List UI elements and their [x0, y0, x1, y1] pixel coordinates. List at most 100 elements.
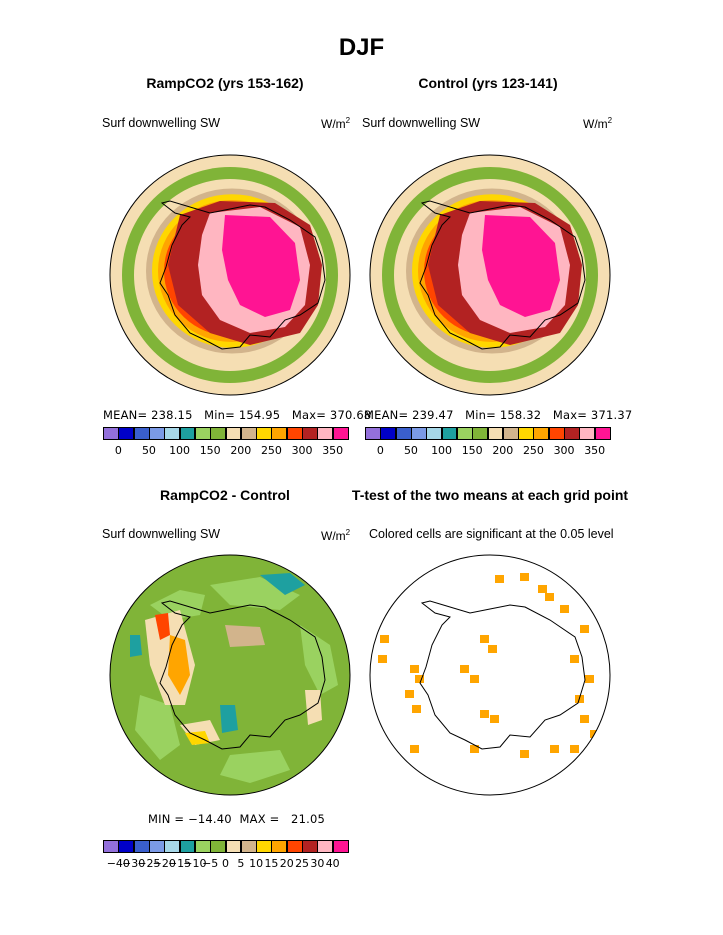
panel-3-contour-band	[300, 625, 338, 695]
panel-1-contour-band	[222, 215, 300, 317]
panel-2-colorbar-box	[472, 427, 489, 440]
panel-3-colorbar-tick-label: 40	[325, 857, 340, 870]
panel-3-colorbar-box	[210, 840, 227, 853]
panel-4-significant-cell	[415, 675, 424, 683]
panel-1-stats: MEAN= 238.15 Min= 154.95 Max= 370.68	[103, 408, 372, 422]
panel-3-colorbar: −40 −30 −25 −20 −15 −10 −5 0 5 10 15 20 25 30 40	[103, 840, 349, 872]
panel-1-colorbar-box	[271, 427, 288, 440]
panel-1-colorbar-box	[332, 427, 349, 440]
panel-3-colorbar-box	[179, 840, 196, 853]
panel-1-colorbar-box	[210, 427, 227, 440]
panel-3-contour-band	[130, 635, 142, 657]
panel-1-colorbar-tick-label: 200	[230, 444, 252, 457]
panel-1-colorbar-tick-label: 150	[199, 444, 221, 457]
panel-4-significant-cell	[480, 710, 489, 718]
panel-2-antarctica-outline	[419, 200, 586, 350]
panel-4-significant-cell	[520, 573, 529, 581]
panel-3-contour-band	[220, 750, 290, 783]
panel-3-colorbar-tick-label: −15	[167, 857, 192, 870]
figure-title: DJF	[338, 34, 385, 61]
panel-4-significant-cell	[520, 750, 529, 758]
panel-1-colorbar-box	[164, 427, 181, 440]
panel-3-colorbar-tick-label: −20	[152, 857, 176, 870]
panel-3-colorbar-tick-label: 30	[310, 857, 325, 870]
panel-3-colorbar-tick-label: 10	[249, 857, 264, 870]
panel-3-colorbar-box	[240, 840, 257, 853]
panel-4-significant-cell	[585, 675, 594, 683]
panel-2-colorbar-box	[365, 427, 381, 440]
panel-1-colorbar-box	[179, 427, 196, 440]
panel-2-colorbar-box	[410, 427, 427, 440]
panel-4-significant-cell	[495, 575, 504, 583]
panel-1-colorbar-tick-label: 250	[260, 444, 282, 457]
panel-3-colorbar-tick-label: −40	[106, 857, 130, 870]
panel-1-colorbar-box	[240, 427, 257, 440]
panel-1-colorbar-box	[317, 427, 334, 440]
panel-4-significant-cell	[470, 675, 479, 683]
panel-4-antarctica-outline	[419, 600, 586, 750]
panel-1-colorbar-box	[256, 427, 273, 440]
panel-2-colorbar-box	[579, 427, 596, 440]
panel-2-colorbar-tick-label: 0	[376, 444, 384, 457]
panel-3-colorbar-tick-label: 5	[237, 857, 245, 870]
panel-3-contour-band	[305, 690, 322, 725]
panel-3-map-border	[109, 554, 351, 796]
panel-2-colorbar-tick-label: 300	[553, 444, 575, 457]
panel-2-colorbar-tick-label: 250	[522, 444, 544, 457]
panel-1-polar-map	[109, 154, 351, 396]
panel-1-colorbar-tick-label: 100	[169, 444, 191, 457]
panel-1-colorbar-tick-label: 350	[322, 444, 344, 457]
panel-3-contour-band	[220, 705, 238, 733]
panel-4-significant-cell	[545, 593, 554, 601]
panel-2-colorbar-box	[380, 427, 397, 440]
panel-4-significant-cell	[580, 625, 589, 633]
panel-2-colorbar-tick-label: 50	[403, 444, 418, 457]
panel-3-colorbar-tick-label: 0	[222, 857, 229, 870]
panel-3-units: W/m2	[321, 528, 351, 543]
panel-1-colorbar-tick-label: 50	[141, 444, 156, 457]
panel-3-colorbar-tick-label: −5	[202, 857, 219, 870]
panel-1-colorbar: 0 50 100 150 200 250 300 350	[103, 427, 349, 459]
panel-1-colorbar-box	[133, 427, 150, 440]
panel-1-colorbar-box	[103, 427, 119, 440]
panel-2-contour-band	[482, 215, 560, 317]
panel-2-map-border	[369, 154, 611, 396]
panel-3-colorbar-box	[133, 840, 150, 853]
panel-1-colorbar-tick-label: 300	[291, 444, 313, 457]
panel-4-significant-cell	[480, 635, 489, 643]
panel-4-significant-cell	[490, 715, 499, 723]
panel-4-significant-cell	[412, 705, 421, 713]
panel-2-colorbar-box	[441, 427, 458, 440]
panel-2-colorbar-tick-label: 200	[492, 444, 514, 457]
panel-4-significant-cell	[550, 745, 559, 753]
panel-2-colorbar-tick-label: 150	[461, 444, 483, 457]
panel-3-variable: Surf downwelling SW	[102, 527, 221, 541]
panel-2-colorbar-tick-label: 100	[431, 444, 453, 457]
panel-1-colorbar-box	[148, 427, 165, 440]
panel-4-significant-cell	[460, 665, 469, 673]
panel-2-colorbar-box	[456, 427, 473, 440]
panel-3-colorbar-tick-label: 25	[295, 857, 310, 870]
panel-2-colorbar-box	[487, 427, 504, 440]
panel-3-colorbar-box	[286, 840, 303, 853]
panel-3-colorbar-box	[256, 840, 273, 853]
panel-2-colorbar-box	[518, 427, 535, 440]
panel-2-colorbar-box	[426, 427, 443, 440]
panel-4-significant-cell	[570, 745, 579, 753]
panel-4-significant-cell	[410, 745, 419, 753]
panel-3-polar-map	[109, 554, 351, 796]
panel-3-colorbar-tick-label: −30	[122, 857, 146, 870]
panel-2-polar-map	[369, 154, 611, 396]
panel-4-map-border	[369, 554, 611, 796]
panel-4-significant-cell	[470, 745, 479, 753]
panel-1-variable: Surf downwelling SW	[102, 116, 221, 130]
panel-1-map-border	[109, 154, 351, 396]
panel-3-contour-band	[225, 625, 265, 647]
panel-1-colorbar-box	[194, 427, 211, 440]
panel-4-significant-cell	[380, 635, 389, 643]
panel-1-antarctica-outline	[159, 200, 326, 350]
panel-3-colorbar-tick-label: −25	[137, 857, 161, 870]
panel-2-colorbar: 0 50 100 150 200 250 300 350	[365, 427, 611, 459]
panel-3-contour-band	[135, 695, 180, 760]
panel-2-stats: MEAN= 239.47 Min= 158.32 Max= 371.37	[364, 408, 633, 422]
